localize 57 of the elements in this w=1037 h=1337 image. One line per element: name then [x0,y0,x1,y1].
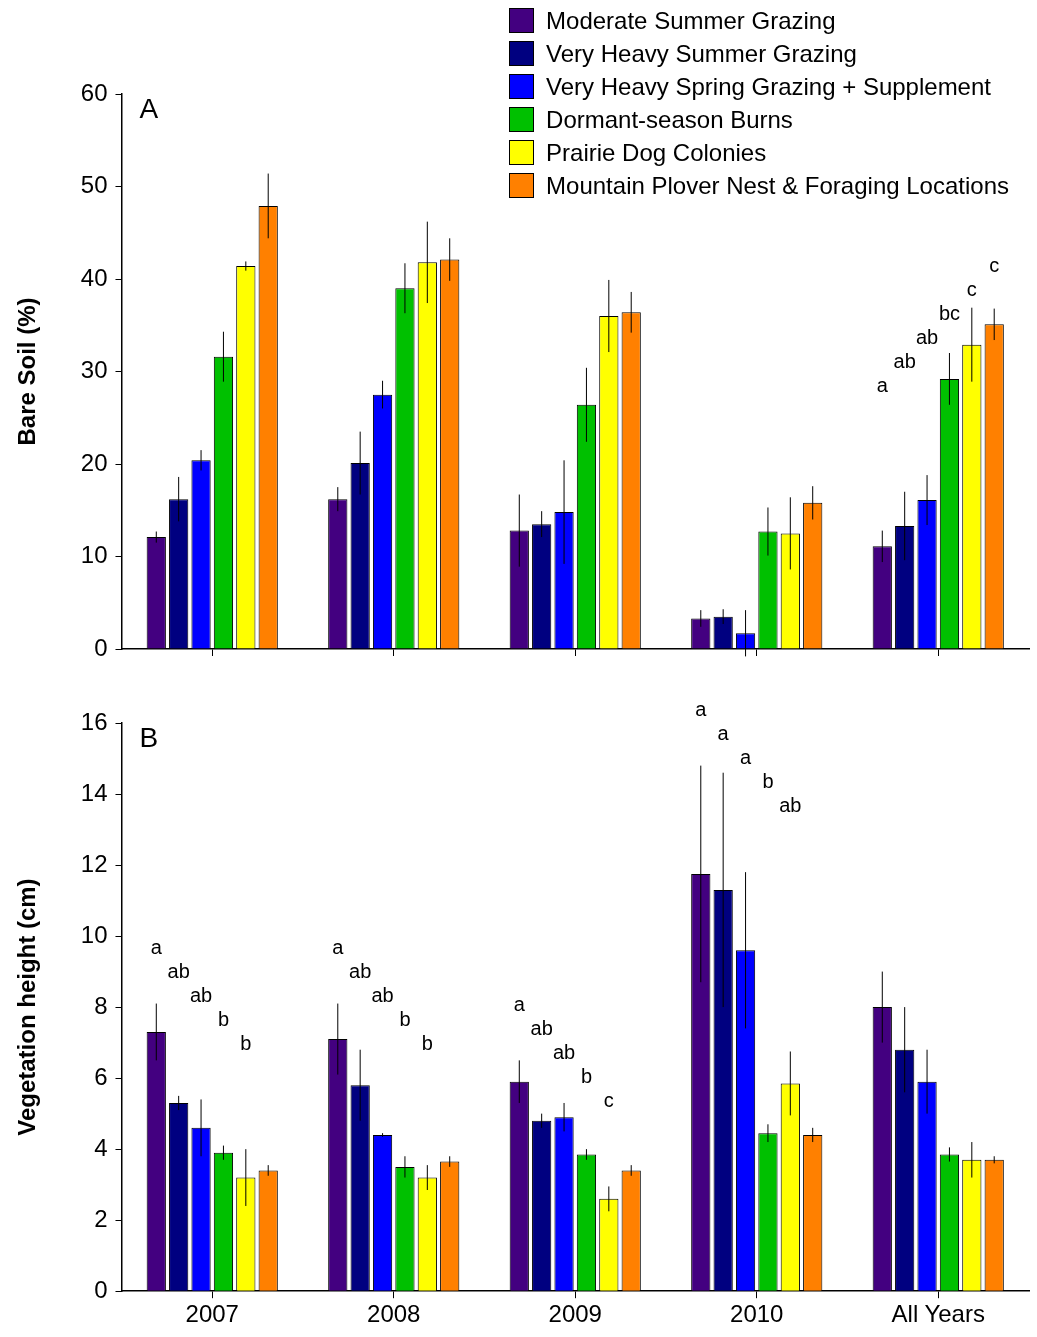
legend-label: Moderate Summer Grazing [546,6,836,36]
annotation: ab [552,1040,576,1063]
annotation: ab [530,1016,553,1039]
legend-label: Prairie Dog Colonies [546,138,767,168]
x-tick-label: 2008 [367,1300,421,1328]
annotation: a [876,374,889,397]
y-axis-title: Bare Soil (%) [13,297,41,446]
y-tick-label: 4 [94,1133,108,1161]
annotation: ab [349,960,372,983]
legend-label: Dormant-season Burns [546,105,793,135]
annotation: a [739,746,752,769]
annotation: c [603,1088,614,1111]
annotation: b [762,770,774,793]
annotation: bc [938,302,960,325]
x-tick-label: 2007 [185,1300,239,1328]
y-tick-label: 40 [80,263,108,291]
annotation: b [399,1008,411,1031]
y-tick-label: 20 [80,448,108,476]
y-axis-title: Vegetation height (cm) [13,878,41,1136]
y-tick-label: 60 [80,78,108,106]
legend-label: Very Heavy Spring Grazing + Supplement [546,72,991,102]
annotation: a [150,936,163,959]
text: a [695,698,708,721]
x-tick-label: 2009 [548,1300,602,1328]
y-tick-label: 16 [80,707,108,735]
chart-title: A [139,92,159,124]
annotation: c [966,278,977,301]
legend-label: Very Heavy Summer Grazing [546,39,857,69]
annotation: ab [893,350,916,373]
annotation: a [332,936,345,959]
annotation: b [421,1032,433,1055]
y-tick-label: 6 [94,1062,108,1090]
annotation: b [240,1032,252,1055]
y-tick-label: 50 [80,171,108,199]
legend-label: Mountain Plover Nest & Foraging Locations [546,171,1009,201]
x-tick-label: 2010 [730,1300,784,1328]
annotation: ab [779,794,802,817]
y-tick-label: 0 [94,633,108,661]
y-tick-label: 12 [80,849,108,877]
y-tick-label: 2 [94,1204,108,1232]
annotation: b [217,1008,229,1031]
y-tick-label: 14 [80,778,108,806]
annotation: ab [915,326,939,349]
annotation: a [717,722,730,745]
y-tick-label: 0 [94,1275,108,1303]
y-tick-label: 30 [80,356,108,384]
annotation: a [513,992,526,1015]
annotation: c [989,254,1000,277]
y-tick-label: 10 [80,920,108,948]
annotation: ab [371,984,394,1007]
y-tick-label: 10 [80,541,108,569]
annotation: ab [189,984,213,1007]
x-tick-label: All Years [891,1300,985,1328]
annotation: b [580,1064,592,1087]
y-tick-label: 8 [94,991,108,1019]
chart-title: B [139,721,159,753]
annotation: ab [167,960,190,983]
